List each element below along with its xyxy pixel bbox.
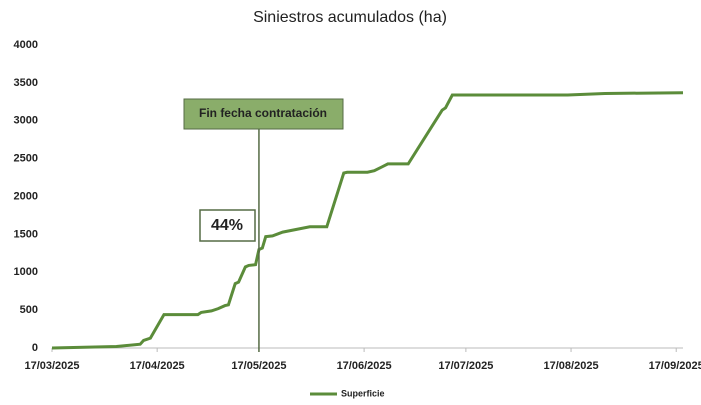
y-tick-label: 3000 bbox=[14, 115, 38, 127]
y-tick-label: 500 bbox=[20, 304, 38, 316]
y-tick-label: 2000 bbox=[14, 190, 38, 202]
x-tick-label: 17/07/2025 bbox=[438, 360, 493, 372]
legend-label: Superficie bbox=[341, 388, 385, 398]
y-tick-label: 0 bbox=[32, 342, 38, 354]
y-tick-label: 1500 bbox=[14, 228, 38, 240]
y-tick-label: 1000 bbox=[14, 266, 38, 278]
annotation-box bbox=[199, 209, 256, 242]
chart-title: Siniestros acumulados (ha) bbox=[253, 9, 447, 26]
x-tick-label: 17/09/2025 bbox=[649, 360, 701, 372]
y-tick-label: 3500 bbox=[14, 77, 38, 89]
x-tick-label: 17/05/2025 bbox=[231, 360, 286, 372]
annotation: Fin fecha contratación bbox=[199, 106, 327, 120]
x-tick-label: 17/08/2025 bbox=[544, 360, 599, 372]
annotation: 44% bbox=[211, 217, 243, 234]
annotation-box bbox=[183, 98, 344, 130]
y-tick-label: 2500 bbox=[14, 153, 38, 165]
line-series bbox=[51, 91, 684, 350]
x-tick-label: 17/03/2025 bbox=[24, 360, 79, 372]
y-tick-label: 4000 bbox=[14, 39, 38, 51]
x-tick-label: 17/04/2025 bbox=[130, 360, 185, 372]
x-tick-label: 17/06/2025 bbox=[337, 360, 392, 372]
